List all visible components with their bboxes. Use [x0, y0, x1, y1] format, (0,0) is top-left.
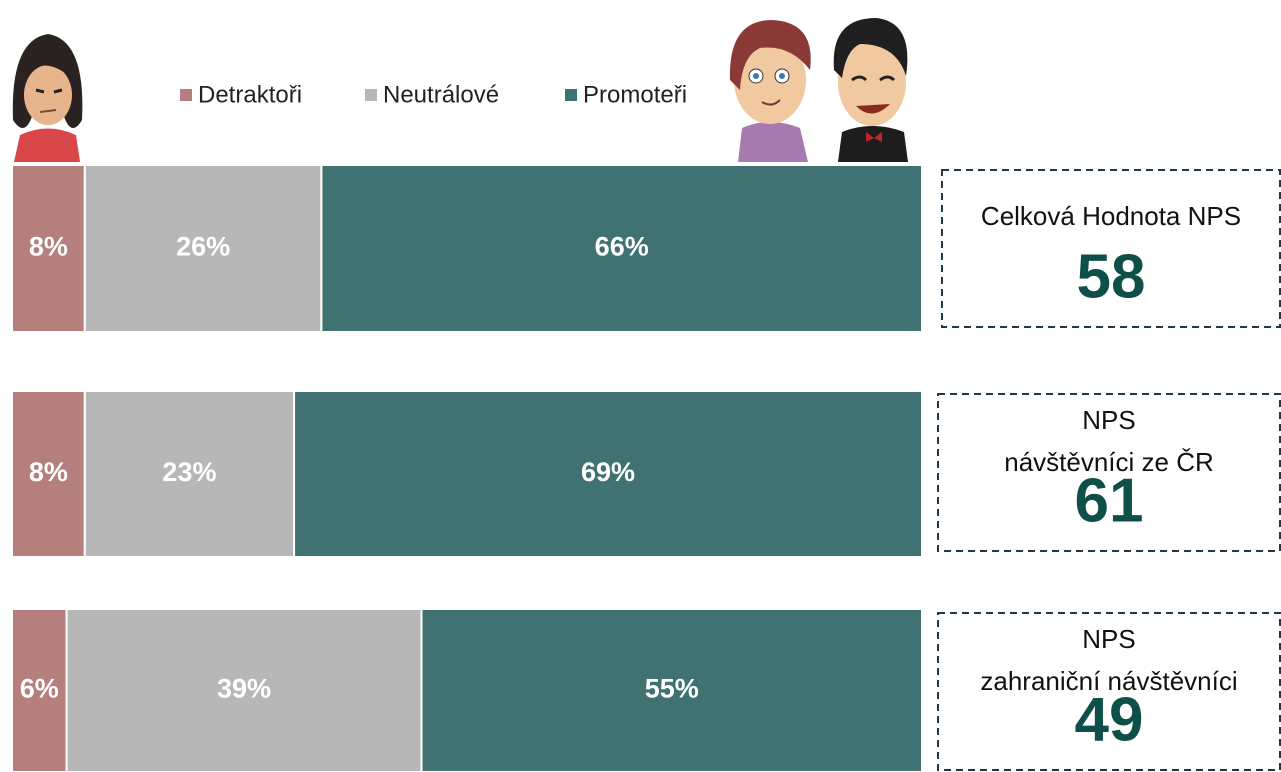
data-label: 39% [217, 674, 271, 704]
nps-label: NPS [1082, 405, 1135, 435]
legend-swatch [565, 89, 577, 101]
chart: Detraktoři Neutrálové Promoteři 8% 26% 66% 8% 2… [0, 0, 1281, 772]
data-label: 66% [595, 232, 649, 262]
legend-swatch [180, 89, 192, 101]
data-label: 26% [176, 232, 230, 262]
data-label: 23% [162, 457, 216, 487]
detractor-illustration [13, 34, 83, 162]
legend-label: Promoteři [583, 81, 687, 108]
data-label: 69% [581, 457, 635, 487]
legend-label: Detraktoři [198, 81, 302, 108]
legend-swatch [365, 89, 377, 101]
nps-value: 61 [1075, 466, 1144, 535]
nps-label: Celková Hodnota NPS [981, 201, 1241, 231]
promoter-illustration [730, 18, 908, 162]
legend-label: Neutrálové [383, 81, 499, 108]
nps-value: 58 [1077, 242, 1146, 311]
data-label: 55% [645, 674, 699, 704]
nps-label: NPS [1082, 624, 1135, 654]
data-label: 8% [29, 232, 68, 262]
data-label: 6% [20, 674, 59, 704]
nps-value: 49 [1075, 685, 1144, 754]
data-label: 8% [29, 457, 68, 487]
